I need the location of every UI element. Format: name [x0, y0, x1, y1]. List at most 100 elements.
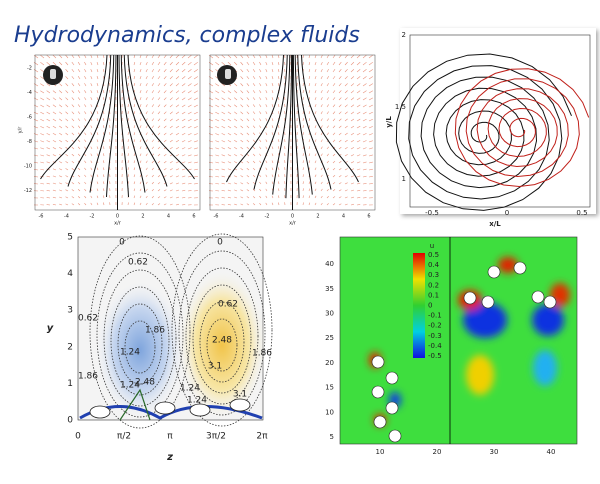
vector-arrow	[345, 190, 348, 191]
vector-arrow	[134, 55, 135, 58]
vector-arrow	[241, 183, 243, 184]
vector-arrow	[272, 168, 273, 170]
vector-arrow	[234, 83, 237, 86]
vector-arrow	[40, 148, 44, 149]
vector-arrow	[34, 126, 38, 128]
vector-arrow	[259, 147, 261, 149]
vector-arrow	[333, 182, 335, 184]
vector-arrow	[278, 132, 279, 135]
vector-arrow	[303, 146, 304, 149]
vector-arrow	[47, 91, 50, 93]
vector-arrow	[182, 76, 185, 79]
vector-arrow	[194, 69, 198, 72]
vector-arrow	[182, 204, 185, 205]
vector-arrow	[278, 97, 279, 100]
vector-arrow	[97, 153, 98, 156]
vector-arrow	[146, 76, 147, 79]
vector-arrow	[309, 90, 310, 93]
vector-arrow	[182, 112, 185, 114]
vector-arrow	[345, 133, 348, 135]
vector-arrow	[188, 84, 192, 86]
vector-arrow	[234, 204, 237, 205]
vector-arrow	[278, 111, 279, 114]
vector-arrow	[253, 119, 255, 121]
vector-arrow	[228, 183, 231, 184]
vector-arrow	[176, 91, 179, 93]
vector-arrow	[194, 62, 198, 65]
vector-arrow	[78, 175, 80, 177]
x-axis-label: x/r	[114, 221, 122, 227]
vector-arrow	[315, 69, 316, 72]
vector-arrow	[339, 55, 341, 58]
y-tick-label: 30	[325, 310, 334, 318]
vector-arrow	[134, 111, 135, 114]
vector-arrow	[278, 83, 279, 86]
vector-arrow	[146, 90, 147, 93]
vector-arrow	[321, 76, 322, 79]
vector-arrow	[209, 105, 213, 107]
vector-arrow	[40, 169, 44, 170]
vector-arrow	[176, 105, 179, 107]
vector-arrow	[266, 147, 267, 149]
vector-arrow	[228, 91, 231, 93]
vector-arrow	[234, 147, 237, 149]
vector-arrow	[215, 162, 219, 163]
particle-core	[225, 69, 231, 79]
vector-arrow	[266, 182, 267, 184]
vector-arrow	[59, 140, 62, 142]
vector-arrow	[134, 153, 135, 156]
vector-arrow	[103, 146, 104, 149]
vector-arrow	[259, 126, 261, 128]
vector-arrow	[59, 147, 62, 149]
vector-arrow	[97, 90, 98, 93]
vector-arrow	[247, 133, 249, 135]
vector-arrow	[34, 69, 38, 72]
slide-title: Hydrodynamics, complex fluids	[14, 23, 360, 48]
vector-arrow	[327, 147, 329, 149]
vector-arrow	[345, 55, 348, 58]
x-tick-label: 0.5	[576, 209, 587, 217]
vector-arrow	[34, 55, 38, 58]
vector-arrow	[266, 111, 267, 114]
vector-arrow	[272, 203, 273, 205]
vector-arrow	[84, 90, 86, 93]
x-tick-label: -0.5	[425, 209, 439, 217]
vector-arrow	[339, 182, 341, 184]
vector-arrow	[97, 111, 98, 114]
vector-arrow	[164, 90, 166, 93]
vector-arrow	[66, 126, 68, 128]
particle	[464, 292, 476, 304]
vector-arrow	[339, 76, 341, 79]
colorbar-tick-label: -0.4	[428, 342, 442, 350]
vector-arrow	[241, 98, 243, 100]
vector-arrow	[272, 55, 273, 58]
vector-arrow	[241, 140, 243, 142]
y-tick-label: -12	[24, 188, 32, 194]
vector-arrow	[228, 162, 231, 163]
vector-arrow	[188, 55, 192, 58]
vector-arrow	[351, 133, 354, 135]
vector-arrow	[146, 189, 147, 191]
x-tick-label: 4	[167, 214, 170, 220]
vector-arrow	[146, 55, 147, 58]
vector-arrow	[259, 55, 261, 58]
vector-arrow	[97, 182, 98, 184]
x-tick-label: 10	[376, 448, 385, 456]
vector-arrow	[72, 105, 74, 107]
x-tick-label: π	[167, 432, 173, 442]
vector-arrow	[357, 105, 360, 107]
vector-arrow	[222, 183, 225, 184]
vector-arrow	[78, 76, 80, 79]
vector-arrow	[215, 148, 219, 149]
vector-arrow	[303, 111, 304, 114]
vector-arrow	[369, 84, 373, 86]
vector-arrow	[253, 76, 255, 79]
vector-arrow	[84, 62, 86, 65]
x-tick-label: -4	[64, 214, 69, 220]
vector-arrow	[146, 83, 147, 86]
vector-arrow	[170, 147, 173, 149]
vector-arrow	[140, 125, 141, 128]
vector-arrow	[134, 125, 135, 128]
vector-arrow	[84, 119, 86, 121]
vector-arrow	[78, 83, 80, 86]
